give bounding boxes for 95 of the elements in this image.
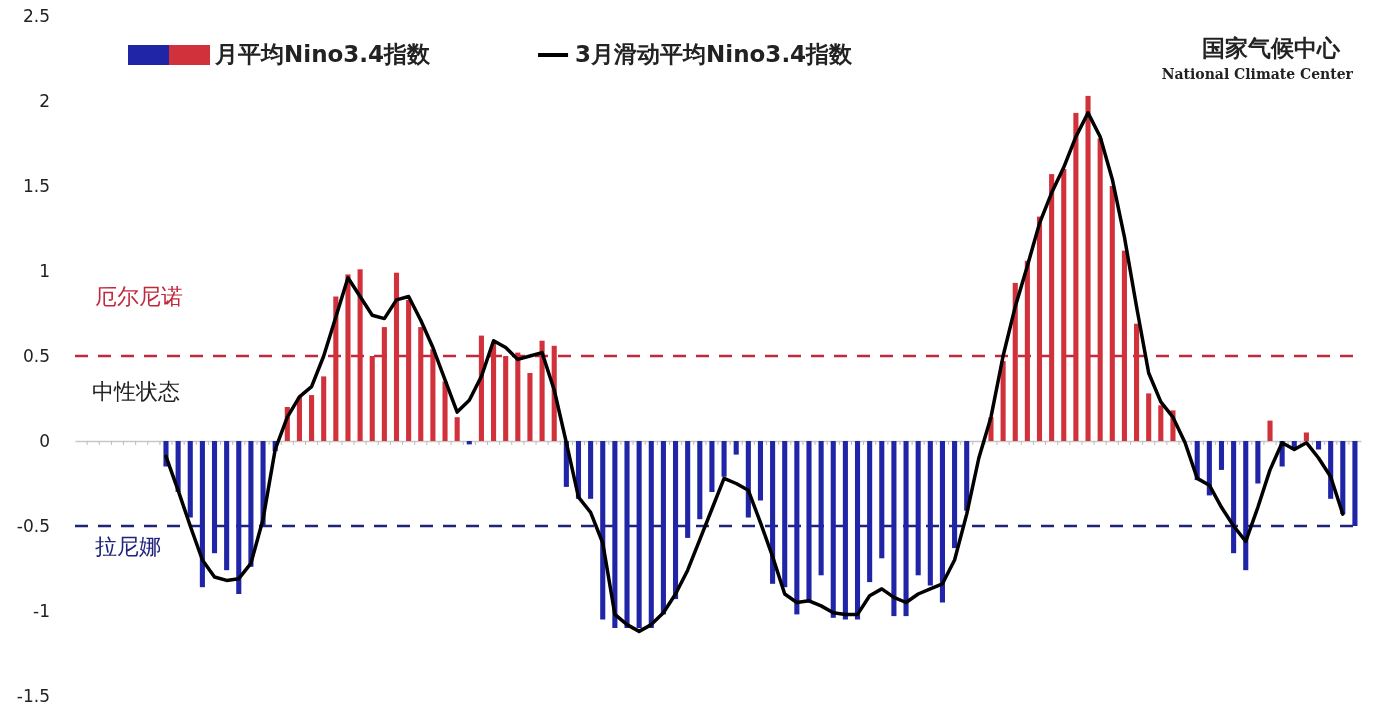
bar (612, 441, 618, 628)
bar (333, 296, 339, 441)
bar (1097, 138, 1103, 441)
y-tick-label: 2 (39, 90, 50, 111)
bar (964, 441, 970, 511)
bar (927, 441, 933, 586)
y-tick-label: -0.5 (16, 515, 50, 536)
bar (867, 441, 873, 583)
bar (406, 299, 412, 441)
bar (794, 441, 800, 615)
bar (1000, 361, 1006, 441)
bar (830, 441, 836, 618)
bar (1340, 441, 1346, 515)
bar (1036, 216, 1043, 441)
legend-label: 3月滑动平均Nino3.4指数 (575, 40, 854, 67)
bar (381, 327, 387, 441)
bar (345, 274, 351, 441)
annotation: 中性状态 (92, 378, 180, 404)
bar (1255, 441, 1261, 484)
bar (309, 395, 315, 441)
bar (199, 441, 205, 588)
bar (1231, 441, 1237, 554)
bar (1121, 250, 1127, 441)
y-tick-label: 1.5 (22, 175, 50, 196)
bar (685, 441, 691, 538)
bar (369, 356, 375, 441)
bar (672, 441, 679, 600)
bar (624, 441, 630, 628)
bar (782, 441, 788, 588)
annotation: 国家气候中心 (1202, 35, 1341, 61)
bar (1109, 186, 1115, 441)
bar (1024, 260, 1030, 441)
y-tick-label: 0.5 (22, 345, 50, 366)
bar (939, 441, 945, 603)
bar (418, 327, 424, 441)
bar (757, 441, 764, 501)
bar (1352, 441, 1358, 526)
bar (854, 441, 861, 620)
bar (648, 441, 654, 628)
bar (1146, 393, 1152, 441)
bar (1303, 432, 1309, 441)
bar (1267, 420, 1273, 441)
bar (842, 441, 848, 620)
bar (733, 441, 739, 455)
bar (636, 441, 642, 628)
bar (891, 441, 897, 617)
bar (393, 272, 400, 441)
bar (1049, 174, 1055, 441)
y-tick-label: -1.5 (16, 685, 50, 706)
bar (806, 441, 812, 603)
bar (491, 342, 497, 441)
y-tick-label: 1 (39, 260, 50, 281)
bar (709, 441, 715, 492)
bar (515, 352, 521, 441)
bar (915, 441, 921, 576)
bar (296, 396, 302, 441)
bar (721, 441, 727, 477)
bar (879, 441, 885, 559)
ref-line-label: 拉尼娜 (95, 534, 161, 559)
bar (1243, 441, 1249, 571)
bar (321, 376, 327, 441)
bar (770, 441, 776, 584)
y-tick-label: -1 (33, 600, 50, 621)
bar (454, 417, 460, 441)
bar (248, 441, 254, 567)
bar (818, 441, 824, 576)
bar (903, 441, 909, 617)
bar (430, 349, 436, 441)
bar (600, 441, 606, 620)
bar (1012, 282, 1018, 441)
bar (1134, 323, 1140, 441)
bar (1315, 441, 1322, 450)
bar (660, 441, 666, 615)
bar (211, 441, 218, 554)
bar (442, 381, 448, 441)
bar (187, 441, 193, 518)
bar (1158, 405, 1164, 441)
bar (357, 269, 363, 441)
bar (236, 441, 242, 594)
bar (697, 441, 703, 520)
annotation: National Climate Center (1161, 66, 1354, 82)
bar (1073, 112, 1079, 441)
bar (952, 441, 958, 549)
legend-label: 月平均Nino3.4指数 (214, 40, 432, 67)
bar (224, 441, 230, 571)
y-tick-label: 0 (39, 430, 50, 451)
bar (1061, 169, 1067, 441)
y-tick-label: 2.5 (22, 5, 50, 26)
bar (1218, 441, 1225, 470)
bar (539, 340, 545, 441)
bar (527, 373, 533, 441)
bar (588, 441, 594, 499)
ref-line-label: 厄尔尼诺 (95, 284, 183, 309)
bar (503, 356, 509, 441)
bar (1085, 95, 1091, 441)
